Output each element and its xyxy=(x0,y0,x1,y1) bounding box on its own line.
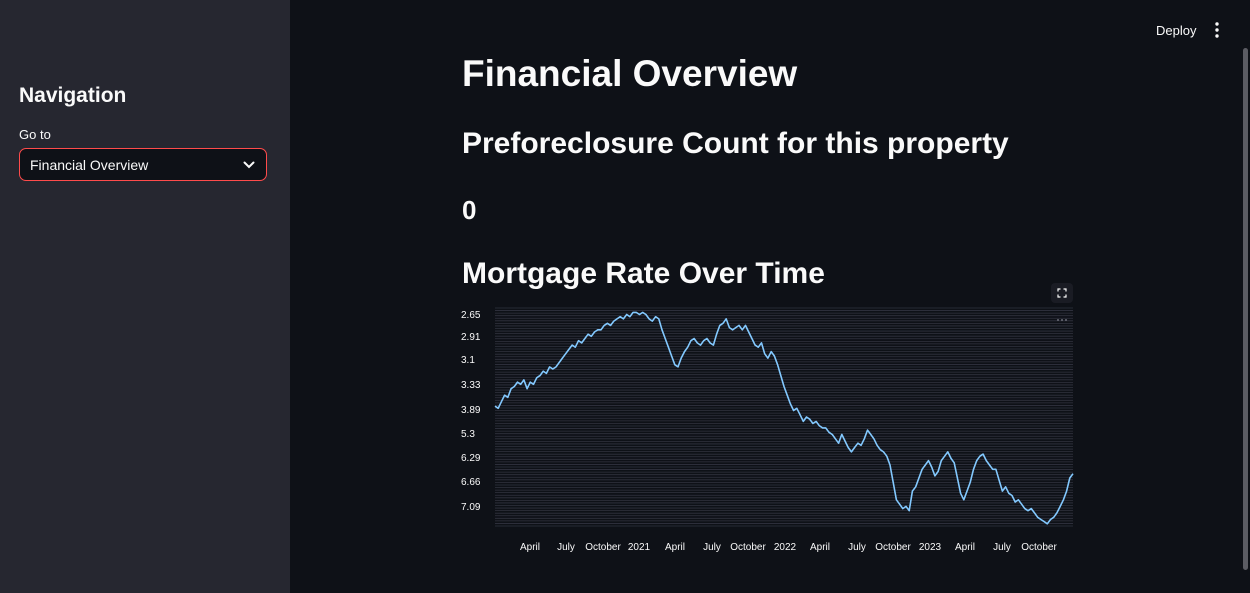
preforeclosure-count: 0 xyxy=(462,195,477,225)
y-tick-label: 3.89 xyxy=(461,405,481,416)
sidebar: Navigation Go to Financial Overview xyxy=(0,0,290,593)
y-tick-label: 2.91 xyxy=(461,332,481,343)
x-tick-label: July xyxy=(557,542,575,553)
x-tick-label: 2021 xyxy=(628,542,651,553)
y-tick-label: 2.65 xyxy=(461,310,481,321)
x-tick-label: July xyxy=(848,542,866,553)
x-tick-label: October xyxy=(1021,542,1057,553)
x-tick-label: April xyxy=(520,542,540,553)
x-tick-label: 2023 xyxy=(919,542,942,553)
chart-menu-dot xyxy=(1065,319,1067,321)
page-title: Financial Overview xyxy=(462,53,798,94)
kebab-menu-icon[interactable] xyxy=(1207,19,1227,41)
goto-label: Go to xyxy=(19,127,51,142)
y-tick-label: 7.09 xyxy=(461,502,481,513)
x-tick-label: July xyxy=(993,542,1011,553)
chart-svg: 2.65 2.91 3.1 3.33 3.89 5.3 6.29 6.66 7.09 April J… xyxy=(461,307,1074,553)
chart-menu-dot xyxy=(1057,319,1059,321)
chart-menu-dot xyxy=(1061,319,1063,321)
x-tick-label: April xyxy=(665,542,685,553)
page-select[interactable]: Financial Overview xyxy=(19,148,267,181)
y-tick-label: 3.1 xyxy=(461,355,475,366)
series-line xyxy=(494,311,1074,525)
deploy-button[interactable]: Deploy xyxy=(1156,22,1197,38)
sidebar-title: Navigation xyxy=(19,84,127,107)
y-tick-label: 3.33 xyxy=(461,380,481,391)
scrollbar[interactable] xyxy=(1243,48,1248,570)
x-tick-label: October xyxy=(730,542,766,553)
y-tick-label: 6.29 xyxy=(461,453,481,464)
x-tick-label: October xyxy=(585,542,621,553)
page-select-value: Financial Overview xyxy=(30,156,149,173)
chevron-down-icon xyxy=(242,158,256,172)
fullscreen-icon[interactable] xyxy=(1051,283,1073,303)
preforeclosure-heading: Preforeclosure Count for this property xyxy=(462,127,1009,160)
x-tick-label: April xyxy=(810,542,830,553)
chart-heading: Mortgage Rate Over Time xyxy=(462,257,825,290)
plot-area xyxy=(495,308,1073,526)
x-tick-label: April xyxy=(955,542,975,553)
y-tick-label: 6.66 xyxy=(461,477,481,488)
x-tick-label: July xyxy=(703,542,721,553)
x-tick-label: October xyxy=(875,542,911,553)
y-tick-label: 5.3 xyxy=(461,429,475,440)
x-tick-label: 2022 xyxy=(774,542,797,553)
mortgage-rate-chart[interactable]: 2.65 2.91 3.1 3.33 3.89 5.3 6.29 6.66 7.09 April J… xyxy=(455,303,1080,563)
